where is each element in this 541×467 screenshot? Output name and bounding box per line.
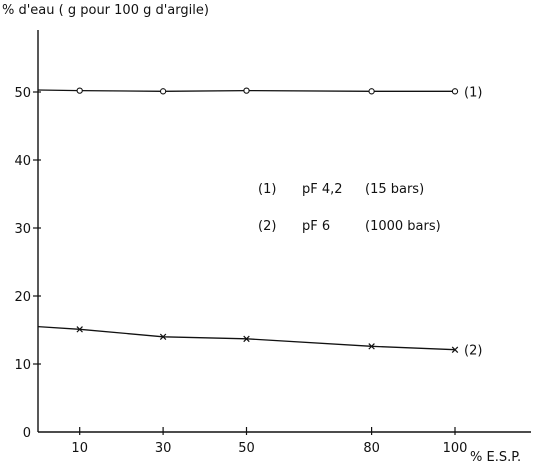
y-tick-label: 20 — [14, 290, 31, 305]
x-tick-label: 30 — [155, 441, 172, 456]
series-label: (2) — [464, 344, 482, 359]
legend-key-1: (1) — [258, 182, 276, 197]
y-axis-title: % d'eau ( g pour 100 g d'argile) — [2, 3, 209, 18]
data-point — [76, 87, 83, 94]
x-tick-label: 100 — [443, 441, 468, 456]
data-point — [368, 343, 375, 350]
x-tick-label: 80 — [363, 441, 380, 456]
legend: (1) pF 4,2 (15 bars) (2) pF 6 (1000 bars… — [258, 182, 441, 234]
legend-extra-1: (15 bars) — [365, 182, 424, 197]
data-point — [451, 346, 459, 353]
data-point — [76, 326, 83, 333]
y-tick-label: 30 — [14, 222, 31, 237]
legend-text-2: pF 6 — [302, 219, 330, 234]
legend-text-1: pF 4,2 — [302, 182, 343, 197]
plot-area: (1) (2) — [37, 85, 482, 359]
x-tick-label: 10 — [71, 441, 88, 456]
y-tick-label: 50 — [14, 86, 31, 101]
data-point — [243, 335, 250, 343]
y-tick-label: 10 — [14, 358, 31, 373]
series-1: (1) — [37, 85, 482, 100]
series-label: (1) — [464, 85, 482, 100]
data-point — [243, 87, 250, 94]
series-line — [37, 89, 455, 92]
x-axis-title: % E.S.P. — [470, 450, 521, 465]
data-point — [159, 333, 167, 341]
axes: 0 10 20 30 40 50 10 30 50 80 100 — [14, 30, 531, 456]
data-point — [368, 88, 375, 95]
y-tick-label: 0 — [23, 426, 31, 441]
legend-extra-2: (1000 bars) — [365, 219, 441, 234]
data-point — [159, 88, 167, 95]
data-point — [451, 88, 459, 95]
series-2: (2) — [37, 325, 482, 359]
series-line — [37, 325, 456, 351]
y-tick-label: 40 — [14, 154, 31, 169]
x-tick-label: 50 — [238, 441, 255, 456]
legend-key-2: (2) — [258, 219, 276, 234]
